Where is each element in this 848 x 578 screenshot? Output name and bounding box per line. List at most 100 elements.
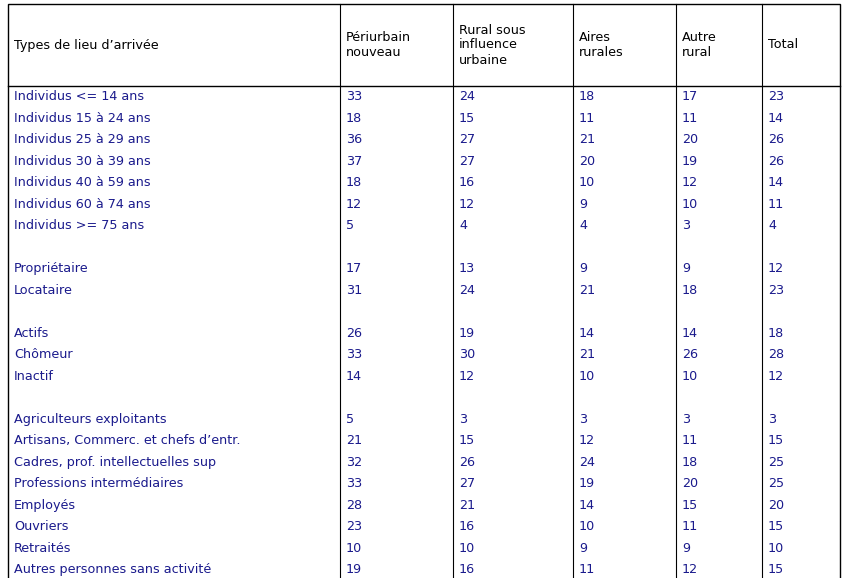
Text: 18: 18 [682,284,698,297]
Text: 20: 20 [682,134,698,146]
Text: 12: 12 [682,176,698,189]
Text: 21: 21 [579,134,595,146]
Text: 11: 11 [682,434,698,447]
Text: 24: 24 [459,284,475,297]
Text: 26: 26 [768,134,784,146]
Text: Périurbain
nouveau: Périurbain nouveau [346,31,411,59]
Text: 17: 17 [346,262,362,275]
Text: 30: 30 [459,349,475,361]
Text: 26: 26 [346,327,362,340]
Text: 9: 9 [682,542,690,555]
Text: 11: 11 [682,112,698,125]
Text: 14: 14 [768,112,784,125]
Text: 11: 11 [579,563,595,576]
Text: 12: 12 [346,198,362,211]
Text: 19: 19 [459,327,475,340]
Text: 15: 15 [768,520,784,533]
Text: 4: 4 [579,219,587,232]
Text: Propriétaire: Propriétaire [14,262,89,275]
Text: 16: 16 [459,176,475,189]
Text: 36: 36 [346,134,362,146]
Text: 15: 15 [682,499,698,512]
Text: 3: 3 [682,413,690,426]
Text: 18: 18 [768,327,784,340]
Text: 12: 12 [768,370,784,383]
Text: Individus 60 à 74 ans: Individus 60 à 74 ans [14,198,151,211]
Text: 20: 20 [682,477,698,490]
Text: 10: 10 [579,520,595,533]
Text: 5: 5 [346,219,354,232]
Text: 9: 9 [579,198,587,211]
Text: 23: 23 [768,284,784,297]
Text: 21: 21 [579,284,595,297]
Text: 11: 11 [768,198,784,211]
Text: 26: 26 [682,349,698,361]
Text: Aires
rurales: Aires rurales [579,31,624,59]
Text: 18: 18 [346,112,362,125]
Text: 23: 23 [768,90,784,103]
Text: Autres personnes sans activité: Autres personnes sans activité [14,563,211,576]
Text: 24: 24 [459,90,475,103]
Text: 24: 24 [579,455,595,469]
Text: 10: 10 [346,542,362,555]
Text: Locataire: Locataire [14,284,73,297]
Text: 14: 14 [579,327,595,340]
Text: 9: 9 [579,542,587,555]
Text: Individus 15 à 24 ans: Individus 15 à 24 ans [14,112,151,125]
Text: 21: 21 [579,349,595,361]
Text: 33: 33 [346,90,362,103]
Text: 33: 33 [346,477,362,490]
Text: Artisans, Commerc. et chefs d’entr.: Artisans, Commerc. et chefs d’entr. [14,434,241,447]
Text: 18: 18 [579,90,595,103]
Text: 11: 11 [579,112,595,125]
Text: 14: 14 [346,370,362,383]
Text: 26: 26 [768,155,784,168]
Text: 27: 27 [459,155,475,168]
Text: 12: 12 [459,198,475,211]
Text: 20: 20 [579,155,595,168]
Text: 12: 12 [768,262,784,275]
Text: 15: 15 [768,563,784,576]
Text: 12: 12 [682,563,698,576]
Text: 10: 10 [682,370,698,383]
Text: 27: 27 [459,134,475,146]
Text: 28: 28 [768,349,784,361]
Text: 27: 27 [459,477,475,490]
Text: Retraités: Retraités [14,542,71,555]
Text: 16: 16 [459,520,475,533]
Text: 10: 10 [682,198,698,211]
Text: 9: 9 [682,262,690,275]
Text: 14: 14 [682,327,698,340]
Text: 13: 13 [459,262,475,275]
Text: 19: 19 [346,563,362,576]
Text: 3: 3 [768,413,776,426]
Text: 5: 5 [346,413,354,426]
Text: Agriculteurs exploitants: Agriculteurs exploitants [14,413,166,426]
Text: 3: 3 [459,413,467,426]
Text: 32: 32 [346,455,362,469]
Text: Individus 40 à 59 ans: Individus 40 à 59 ans [14,176,151,189]
Text: Actifs: Actifs [14,327,49,340]
Text: 10: 10 [459,542,475,555]
Text: Autre
rural: Autre rural [682,31,717,59]
Text: 3: 3 [579,413,587,426]
Text: 14: 14 [768,176,784,189]
Text: Individus 25 à 29 ans: Individus 25 à 29 ans [14,134,150,146]
Text: 26: 26 [459,455,475,469]
Text: 28: 28 [346,499,362,512]
Text: Individus >= 75 ans: Individus >= 75 ans [14,219,144,232]
Text: Employés: Employés [14,499,76,512]
Text: 12: 12 [579,434,595,447]
Text: Cadres, prof. intellectuelles sup: Cadres, prof. intellectuelles sup [14,455,216,469]
Text: 19: 19 [579,477,595,490]
Text: 18: 18 [682,455,698,469]
Text: 12: 12 [459,370,475,383]
Text: Individus 30 à 39 ans: Individus 30 à 39 ans [14,155,151,168]
Text: 18: 18 [346,176,362,189]
Text: 15: 15 [768,434,784,447]
Text: 11: 11 [682,520,698,533]
Text: 20: 20 [768,499,784,512]
Text: 33: 33 [346,349,362,361]
Text: Chômeur: Chômeur [14,349,73,361]
Text: Inactif: Inactif [14,370,54,383]
